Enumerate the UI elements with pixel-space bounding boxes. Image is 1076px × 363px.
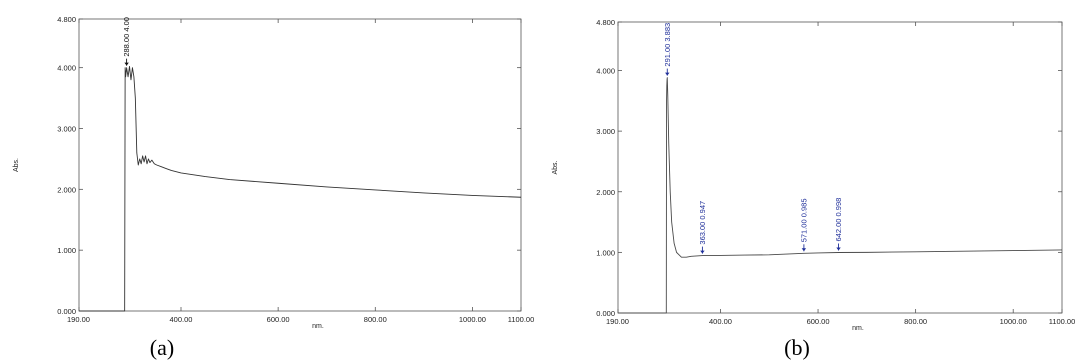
x-tick-label: 1100.00 (508, 315, 535, 324)
y-tick-label: 4.000 (596, 67, 615, 76)
y-tick-label: 2.000 (57, 185, 76, 194)
y-tick-label: 1.000 (596, 248, 615, 257)
y-tick-label: 0.000 (57, 307, 76, 316)
y-tick-label: 3.000 (596, 127, 615, 136)
x-tick-label: 800.00 (904, 317, 927, 326)
x-tick-label: 400.00 (170, 315, 193, 324)
panel-caption: (b) (784, 335, 810, 360)
peak-label: 571.00 0.985 (799, 198, 808, 242)
x-axis-label: nm. (312, 323, 324, 330)
y-tick-label: 4.000 (57, 64, 76, 73)
y-tick-label: 1.000 (57, 246, 76, 255)
plot-frame (617, 21, 1063, 314)
peak-arrow-icon (124, 62, 129, 66)
peak-arrow-icon (801, 248, 807, 252)
y-axis-label: Abs. (552, 160, 559, 174)
plot-frame (78, 18, 522, 312)
y-tick-label: 4.800 (596, 18, 615, 27)
x-axis-label: nm. (852, 325, 864, 332)
panel-a: 0.000 1.000 2.000 3.000 4.000 4.800 190.00 400.… (13, 15, 534, 360)
y-tick-label: 4.800 (57, 15, 76, 24)
x-tick-label: 400.00 (709, 317, 732, 326)
y-axis-label: Abs. (13, 158, 20, 172)
x-tick-label: 600.00 (807, 317, 830, 326)
peak-label: 363.00 0.947 (698, 201, 707, 245)
x-tick-label: 1000.00 (1000, 317, 1027, 326)
y-tick-label: 2.000 (596, 188, 615, 197)
x-tick-label: 190.00 (67, 315, 90, 324)
y-tick-label: 3.000 (57, 125, 76, 134)
peak-label: 291.00 3.883 (663, 23, 672, 67)
peak-arrow-icon (665, 72, 670, 76)
x-tick-label: 1100.00 (1049, 317, 1076, 326)
peak-label: 642.00 0.998 (834, 198, 843, 242)
series-line-0 (618, 77, 1063, 314)
x-tick-label: 800.00 (364, 315, 387, 324)
x-tick-label: 600.00 (267, 315, 290, 324)
x-tick-label: 190.00 (606, 317, 629, 326)
panel-b: 0.000 1.000 2.000 3.000 4.000 4.800 190.00 400.… (552, 18, 1075, 360)
peak-arrow-icon (836, 247, 841, 251)
y-tick-label: 0.000 (596, 309, 615, 318)
peak-arrow-icon (700, 250, 705, 254)
series-line-0 (79, 66, 522, 312)
panel-caption: (a) (150, 335, 174, 360)
peak-label: 288.00 4.00 (122, 17, 131, 57)
x-tick-label: 1000.00 (459, 315, 486, 324)
